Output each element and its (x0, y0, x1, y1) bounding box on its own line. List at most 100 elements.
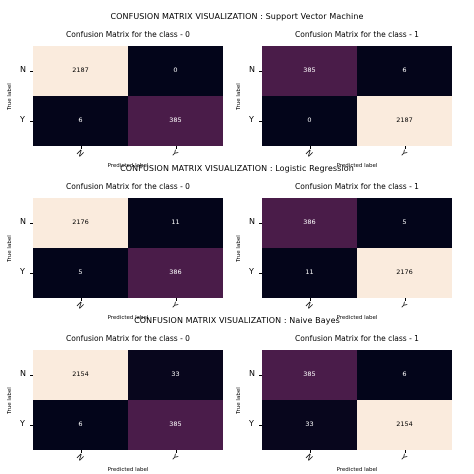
y-tick-mark (259, 223, 262, 224)
y-tick-label: Y (249, 267, 254, 276)
y-axis-label: True label (236, 387, 242, 414)
y-tick-label: N (20, 217, 26, 226)
y-tick-label: Y (20, 267, 25, 276)
x-tick-mark (175, 298, 177, 301)
y-tick-label: N (249, 217, 255, 226)
cell-value-label: 33 (305, 420, 314, 428)
cell-value-label: 6 (78, 116, 83, 124)
y-tick-label: N (20, 65, 26, 74)
x-axis-label: Predicted label (336, 467, 378, 473)
y-tick-label: N (20, 369, 26, 378)
section-title: CONFUSION MATRIX VISUALIZATION : Support… (110, 12, 364, 21)
heatmap-cell (128, 46, 223, 96)
heatmap-cell (128, 96, 223, 146)
cell-value-label: 386 (303, 218, 316, 226)
x-tick-mark (175, 450, 177, 453)
cell-value-label: 2154 (72, 370, 89, 378)
y-axis-label: True label (7, 387, 13, 414)
x-tick-label: N (74, 300, 85, 311)
y-tick-mark (259, 273, 262, 274)
panel-title: Confusion Matrix for the class - 0 (66, 334, 190, 343)
y-axis-label: True label (7, 235, 13, 262)
panel-title: Confusion Matrix for the class - 1 (295, 182, 419, 191)
x-axis-label: Predicted label (336, 315, 378, 321)
heatmap-cell (33, 248, 128, 298)
x-tick-mark (80, 298, 82, 301)
cell-value-label: 5 (78, 268, 83, 276)
heatmap-cell (357, 46, 452, 96)
y-tick-label: N (249, 369, 255, 378)
x-tick-label: N (303, 300, 314, 311)
y-tick-label: Y (20, 115, 25, 124)
x-tick-mark (309, 146, 311, 149)
cell-value-label: 11 (171, 218, 180, 226)
y-tick-mark (30, 425, 33, 426)
cell-value-label: 11 (305, 268, 314, 276)
x-tick-label: Y (398, 452, 408, 463)
y-axis-label: True label (236, 83, 242, 110)
heatmap-cell (128, 350, 223, 400)
cell-value-label: 0 (307, 116, 312, 124)
y-tick-label: N (249, 65, 255, 74)
x-tick-mark (404, 146, 406, 149)
y-tick-mark (259, 375, 262, 376)
cell-value-label: 0 (173, 66, 178, 74)
cell-value-label: 385 (169, 420, 182, 428)
y-tick-mark (30, 121, 33, 122)
heatmap-cell (262, 46, 357, 96)
x-tick-mark (80, 450, 82, 453)
heatmap-cell (128, 400, 223, 450)
cell-value-label: 385 (303, 370, 316, 378)
heatmap-cell (128, 248, 223, 298)
heatmap-cell (33, 400, 128, 450)
cell-value-label: 2187 (396, 116, 413, 124)
cell-value-label: 2187 (72, 66, 89, 74)
heatmap-cell (33, 46, 128, 96)
x-axis-label: Predicted label (107, 163, 149, 169)
x-tick-label: N (303, 148, 314, 159)
heatmap-cell (357, 248, 452, 298)
cell-value-label: 6 (402, 66, 407, 74)
x-tick-mark (175, 146, 177, 149)
heatmap-cell (357, 96, 452, 146)
cell-value-label: 2176 (396, 268, 413, 276)
x-tick-label: N (74, 148, 85, 159)
x-tick-label: Y (398, 148, 408, 159)
heatmap-cell (357, 350, 452, 400)
y-axis-label: True label (236, 235, 242, 262)
y-axis-label: True label (7, 83, 13, 110)
y-tick-mark (259, 121, 262, 122)
y-tick-mark (259, 71, 262, 72)
heatmap-cell (262, 350, 357, 400)
heatmap-cell (262, 198, 357, 248)
y-tick-label: Y (20, 419, 25, 428)
x-axis-label: Predicted label (107, 467, 149, 473)
heatmap-cell (357, 198, 452, 248)
cell-value-label: 386 (169, 268, 182, 276)
heatmap-cell (33, 96, 128, 146)
cell-value-label: 5 (402, 218, 407, 226)
x-tick-mark (309, 298, 311, 301)
heatmap-cell (262, 400, 357, 450)
y-tick-label: Y (249, 419, 254, 428)
cell-value-label: 2154 (396, 420, 413, 428)
heatmap-cell (357, 400, 452, 450)
heatmap-cell (33, 350, 128, 400)
y-tick-mark (259, 425, 262, 426)
panel-title: Confusion Matrix for the class - 0 (66, 182, 190, 191)
cell-value-label: 6 (402, 370, 407, 378)
x-tick-mark (404, 450, 406, 453)
x-tick-mark (80, 146, 82, 149)
heatmap-cell (128, 198, 223, 248)
x-tick-label: Y (169, 452, 179, 463)
y-tick-mark (30, 375, 33, 376)
heatmap-cell (262, 248, 357, 298)
panel-title: Confusion Matrix for the class - 1 (295, 334, 419, 343)
y-tick-mark (30, 223, 33, 224)
cell-value-label: 385 (303, 66, 316, 74)
x-axis-label: Predicted label (107, 315, 149, 321)
cell-value-label: 6 (78, 420, 83, 428)
x-tick-label: Y (398, 300, 408, 311)
panel-title: Confusion Matrix for the class - 0 (66, 30, 190, 39)
